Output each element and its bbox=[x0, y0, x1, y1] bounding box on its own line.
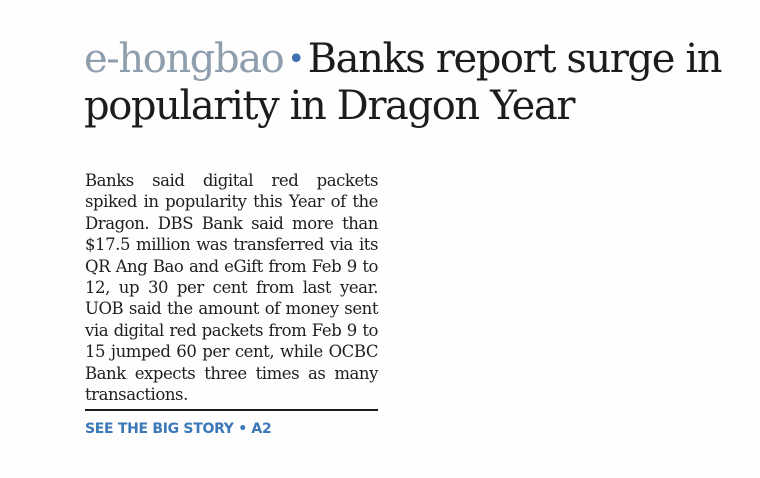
divider-rule bbox=[85, 409, 378, 411]
kicker-label: e-hongbao bbox=[84, 36, 285, 82]
headline-text: Banks report surge in popularity in Drag… bbox=[84, 36, 722, 129]
see-big-story-link[interactable]: SEE THE BIG STORY • A2 bbox=[85, 421, 272, 437]
bullet-separator: • bbox=[287, 42, 305, 77]
article-body: Banks said digital red packets spiked in… bbox=[85, 171, 378, 405]
headline: e-hongbao • Banks report surge in populari… bbox=[84, 36, 734, 130]
